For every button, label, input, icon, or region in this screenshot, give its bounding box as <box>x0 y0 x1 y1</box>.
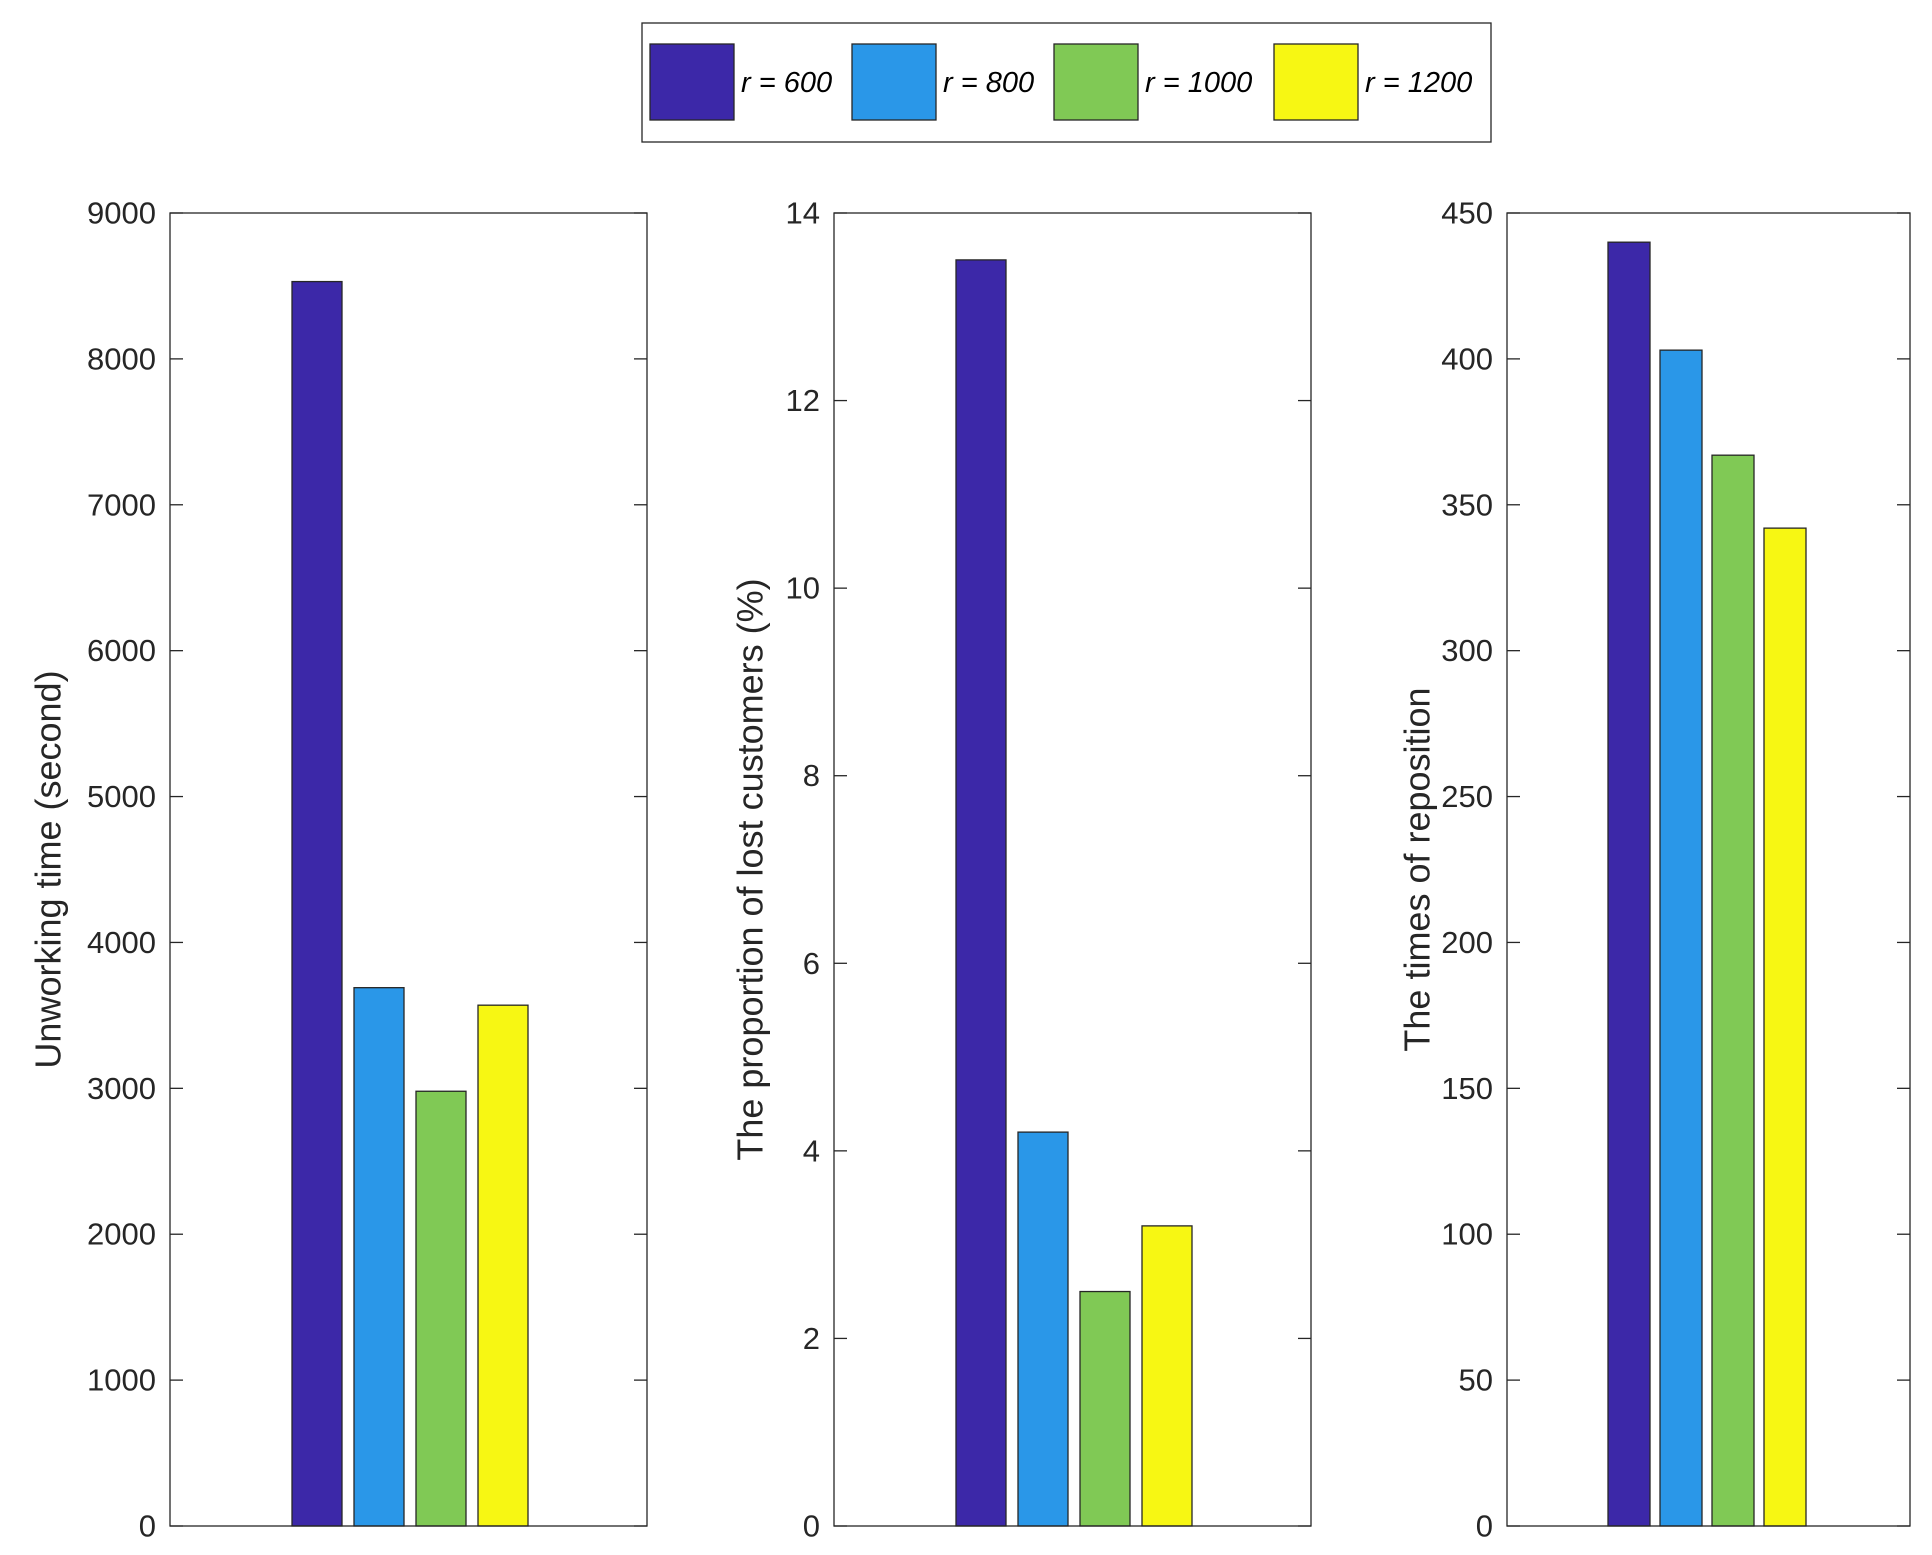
ytick-label: 1000 <box>87 1363 156 1398</box>
ytick-label: 8 <box>803 758 820 793</box>
bar-2-r-1200 <box>1141 1225 1193 1527</box>
bar-2-r-600 <box>955 259 1007 1527</box>
bar-3-r-1200 <box>1763 527 1807 1527</box>
bar-3-r-600 <box>1607 241 1651 1527</box>
ytick-label: 6 <box>803 946 820 981</box>
legend-label: r = 1000 <box>1145 67 1252 99</box>
bar-1-r-1200 <box>477 1004 529 1527</box>
legend-label: r = 800 <box>943 67 1034 99</box>
legend-swatch <box>1053 43 1139 121</box>
axes-frame-3 <box>1506 212 1911 1527</box>
legend: r = 600 r = 800 r = 1000 r = 1200 <box>641 22 1492 143</box>
legend-label: r = 600 <box>741 67 832 99</box>
ytick-label: 5000 <box>87 779 156 814</box>
ytick-label: 100 <box>1441 1217 1493 1252</box>
chart-panel-3: 0 50 100 150 200 250 300 350 400 450 The times of … <box>1397 196 1911 1544</box>
ytick-label: 150 <box>1441 1071 1493 1106</box>
ytick-label: 350 <box>1441 487 1493 522</box>
ytick-label: 450 <box>1441 196 1493 231</box>
ytick-label: 400 <box>1441 341 1493 376</box>
ytick-label: 14 <box>786 196 820 231</box>
ytick-label: 0 <box>803 1509 820 1544</box>
bar-3-r-800 <box>1659 349 1703 1527</box>
y-axis-label: The times of reposition <box>1397 687 1438 1051</box>
ytick-label: 4 <box>803 1133 820 1168</box>
bar-2-r-800 <box>1017 1131 1069 1527</box>
ytick-label: 3000 <box>87 1071 156 1106</box>
axes-frame-2 <box>833 212 1312 1527</box>
chart-panel-2: 0 2 4 6 8 10 12 14 The proportion of lost custom… <box>730 196 1312 1544</box>
ytick-label: 50 <box>1459 1363 1493 1398</box>
bar-3-r-1000 <box>1711 454 1755 1527</box>
ytick-label: 9000 <box>87 196 156 231</box>
ytick-label: 2000 <box>87 1217 156 1252</box>
axes-frame-1 <box>169 212 648 1527</box>
ytick-label: 250 <box>1441 779 1493 814</box>
bar-1-r-1000 <box>415 1090 467 1527</box>
ytick-label: 200 <box>1441 925 1493 960</box>
ytick-label: 2 <box>803 1321 820 1356</box>
bar-1-r-600 <box>291 280 343 1527</box>
legend-swatch <box>1273 43 1359 121</box>
ytick-label: 12 <box>786 383 820 418</box>
legend-swatch <box>851 43 937 121</box>
chart-panel-1: 0 1000 2000 3000 4000 5000 6000 7000 8000 9000 Unw… <box>28 196 648 1544</box>
bar-1-r-800 <box>353 987 405 1527</box>
legend-swatch <box>649 43 735 121</box>
ytick-label: 300 <box>1441 633 1493 668</box>
bar-2-r-1000 <box>1079 1290 1131 1527</box>
ytick-label: 8000 <box>87 341 156 376</box>
ytick-label: 6000 <box>87 633 156 668</box>
ytick-label: 0 <box>139 1509 156 1544</box>
ytick-label: 7000 <box>87 487 156 522</box>
ytick-label: 10 <box>786 571 820 606</box>
legend-label: r = 1200 <box>1365 67 1472 99</box>
ytick-label: 0 <box>1476 1509 1493 1544</box>
ytick-label: 4000 <box>87 925 156 960</box>
chart-panels: 0100020003000400050006000700080009000Unw… <box>28 196 1911 1544</box>
y-axis-label: The proportion of lost customers (%) <box>730 578 771 1160</box>
y-axis-label: Unworking time (second) <box>28 670 69 1068</box>
